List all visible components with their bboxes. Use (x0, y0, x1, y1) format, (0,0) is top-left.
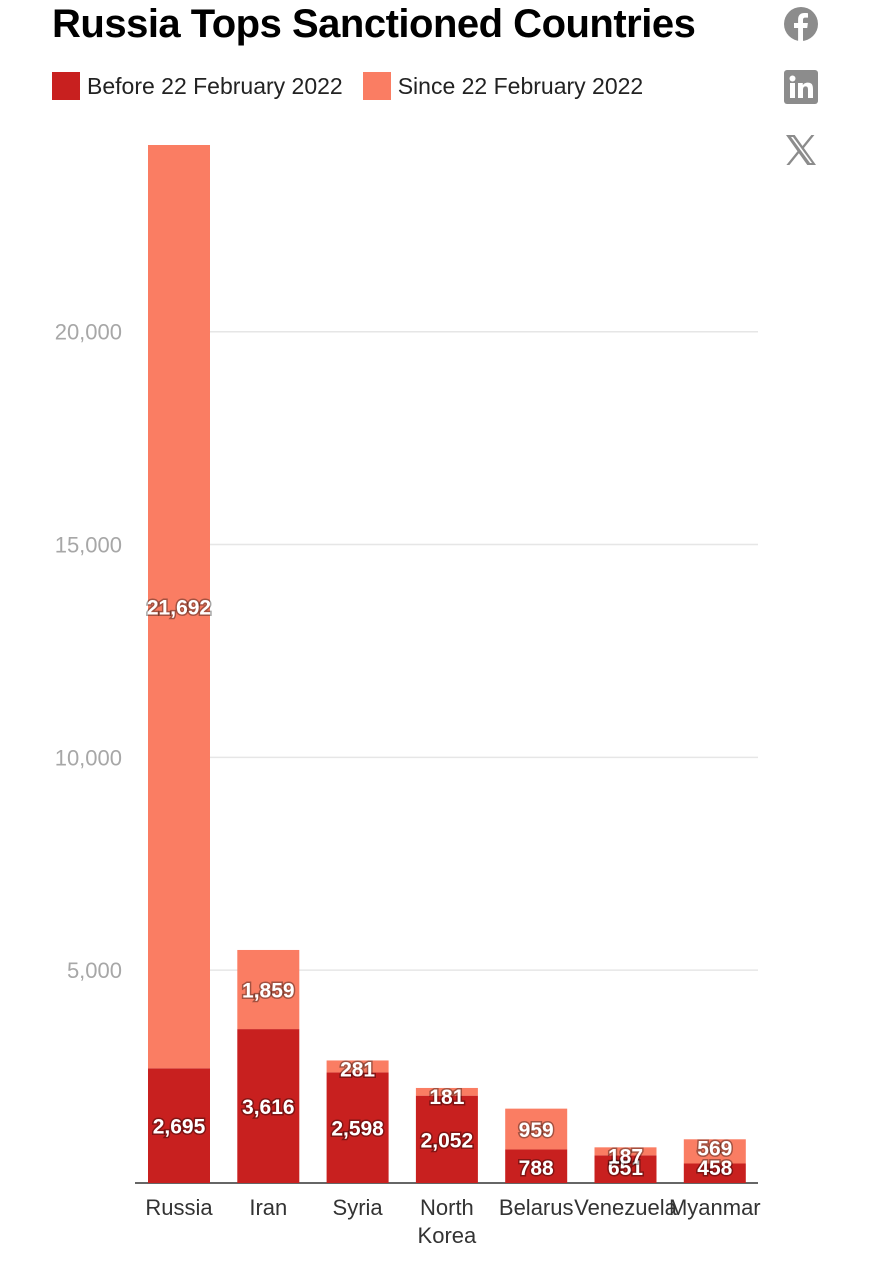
bar-since-north-korea (415, 1087, 478, 1096)
bar-before-north-korea (415, 1095, 478, 1183)
bar-before-myanmar (683, 1163, 746, 1183)
data-label: 2,598 (331, 1118, 384, 1141)
x-tick-label: Venezuela (574, 1195, 678, 1220)
linkedin-share-button[interactable] (782, 68, 820, 106)
x-tick-label: Iran (249, 1195, 287, 1220)
data-label: 21,692 (147, 597, 211, 620)
bar-since-iran (237, 949, 300, 1030)
y-tick-label: 5,000 (67, 958, 122, 983)
x-icon (786, 135, 816, 165)
legend-label-since: Since 22 February 2022 (397, 72, 644, 99)
bar-before-syria (326, 1072, 389, 1183)
data-label: 281 (340, 1058, 375, 1081)
bar-since-venezuela (594, 1147, 657, 1156)
data-label: 187 (608, 1145, 643, 1168)
data-label: 458 (697, 1157, 732, 1180)
y-tick-label: 20,000 (55, 320, 122, 345)
legend: Before 22 February 2022 Since 22 Februar… (52, 72, 663, 100)
bar-since-myanmar (683, 1139, 746, 1164)
bar-before-russia (148, 1068, 210, 1183)
x-tick-label: Syria (333, 1195, 384, 1220)
bar-since-russia (148, 145, 210, 1069)
y-tick-label: 15,000 (55, 533, 122, 558)
x-share-button[interactable] (782, 131, 820, 169)
data-label: 788 (519, 1157, 554, 1180)
legend-swatch-before (52, 72, 80, 100)
data-label: 181 (429, 1086, 464, 1109)
bar-since-syria (326, 1060, 389, 1073)
y-tick-label: 10,000 (55, 745, 122, 770)
legend-item-since: Since 22 February 2022 (362, 72, 644, 100)
data-label: 569 (697, 1137, 732, 1160)
x-tick-label: Belarus (499, 1195, 574, 1220)
linkedin-icon (784, 70, 818, 104)
x-tick-label: Korea (418, 1223, 477, 1248)
facebook-share-button[interactable] (782, 5, 820, 43)
bar-before-belarus (505, 1149, 568, 1183)
legend-label-before: Before 22 February 2022 (87, 72, 343, 99)
bar-before-iran (237, 1029, 300, 1183)
bar-since-belarus (505, 1108, 568, 1150)
legend-swatch-since (362, 72, 391, 100)
legend-item-before: Before 22 February 2022 (52, 72, 343, 100)
chart-title: Russia Tops Sanctioned Countries (52, 2, 696, 46)
data-label: 2,052 (421, 1129, 474, 1152)
bar-before-venezuela (594, 1155, 657, 1183)
x-tick-label: Russia (145, 1195, 213, 1220)
data-label: 959 (519, 1119, 554, 1142)
data-label: 2,695 (153, 1116, 206, 1139)
x-tick-label: North (420, 1195, 474, 1220)
data-label: 651 (608, 1157, 643, 1180)
data-label: 3,616 (242, 1096, 295, 1119)
x-tick-label: Myanmar (669, 1195, 761, 1220)
data-label: 1,859 (242, 980, 295, 1003)
facebook-icon (784, 7, 818, 42)
